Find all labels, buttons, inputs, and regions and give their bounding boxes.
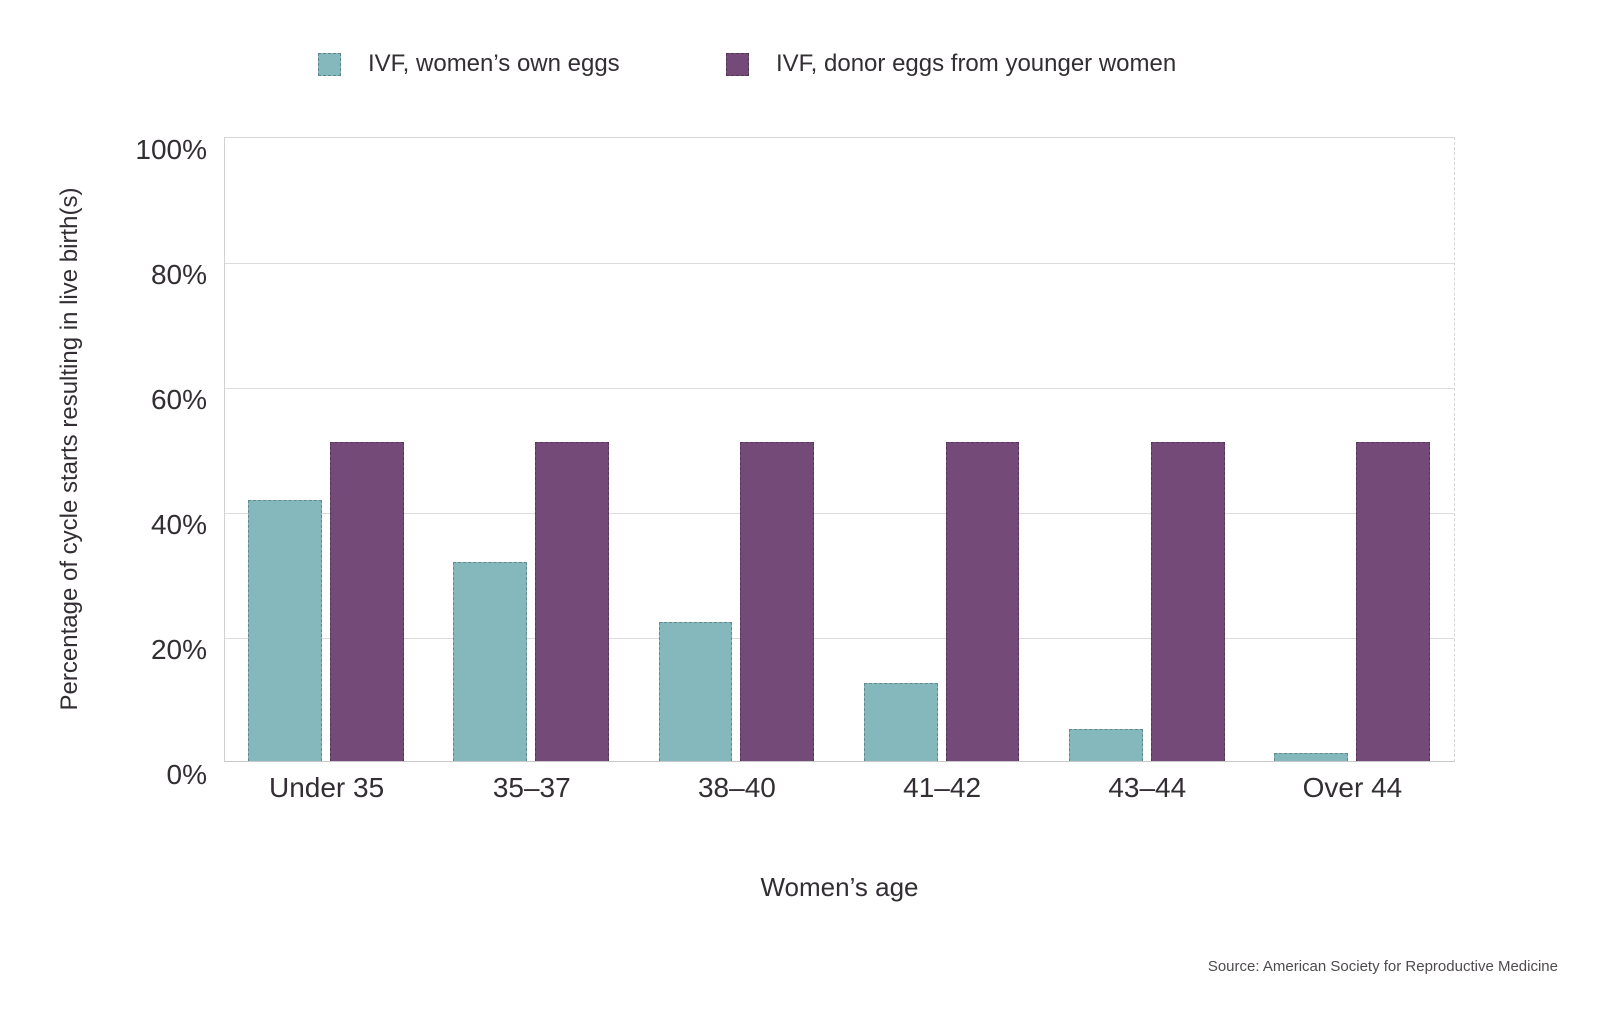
- y-tick-label-20: 20%: [150, 634, 207, 665]
- gridline-60: [225, 388, 1454, 389]
- x-tick-label-43-44: 43–44: [1108, 772, 1187, 803]
- legend-item-donor-eggs: IVF, donor eggs from younger women: [726, 50, 1177, 77]
- bar-own-eggs-over-44: [1274, 752, 1348, 761]
- bar-own-eggs-under-35: [248, 499, 323, 761]
- gridline-20: [225, 638, 1454, 639]
- bar-donor-eggs-over-44: [1355, 441, 1430, 761]
- bar-donor-eggs-38-40: [740, 441, 815, 761]
- y-tick-label-40: 40%: [150, 509, 207, 540]
- bar-donor-eggs-43-44: [1150, 441, 1225, 761]
- bar-own-eggs-35-37: [453, 562, 528, 761]
- bar-donor-eggs-41-42: [945, 441, 1020, 761]
- x-tick-label-41-42: 41–42: [903, 772, 982, 803]
- legend-swatch-donor-eggs: [726, 52, 749, 76]
- bar-donor-eggs-35-37: [535, 441, 610, 761]
- y-tick-label-80: 80%: [150, 259, 207, 290]
- legend-label-own-eggs: IVF, women’s own eggs: [368, 50, 620, 77]
- x-tick-label-under-35: Under 35: [268, 772, 385, 803]
- legend-label-donor-eggs: IVF, donor eggs from younger women: [776, 50, 1177, 77]
- y-tick-label-0: 0%: [166, 759, 207, 790]
- bar-own-eggs-38-40: [658, 622, 733, 761]
- x-axis-title: Women’s age: [760, 872, 919, 902]
- y-tick-label-60: 60%: [150, 384, 207, 415]
- y-tick-label-100: 100%: [135, 134, 207, 165]
- plot-area: [224, 137, 1455, 762]
- x-axis-tick-labels: Under 35 35–37 38–40 41–42 43–44 Over 44: [224, 772, 1455, 804]
- bar-donor-eggs-under-35: [330, 441, 404, 761]
- bar-own-eggs-43-44: [1068, 728, 1143, 761]
- legend-item-own-eggs: IVF, women’s own eggs: [318, 50, 620, 77]
- x-tick-label-over-44: Over 44: [1302, 772, 1403, 803]
- x-tick-label-38-40: 38–40: [697, 772, 776, 803]
- gridline-80: [225, 263, 1454, 264]
- source-note: Source: American Society for Reproductiv…: [1207, 958, 1558, 975]
- bar-own-eggs-41-42: [863, 682, 938, 761]
- gridline-40: [225, 513, 1454, 514]
- legend-swatch-own-eggs: [318, 52, 341, 76]
- x-tick-label-35-37: 35–37: [492, 772, 571, 803]
